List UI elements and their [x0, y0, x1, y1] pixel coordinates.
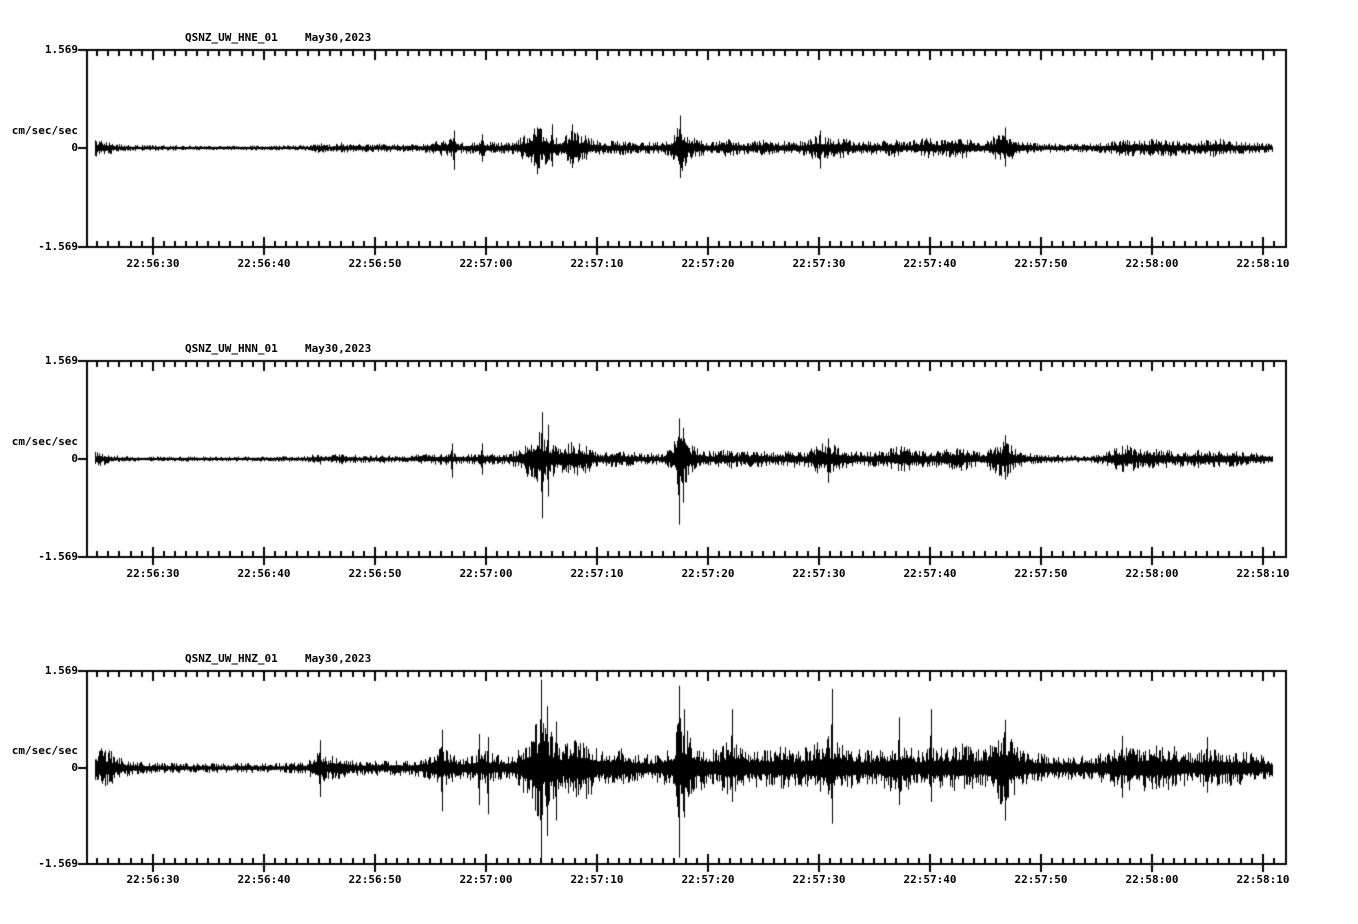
x-tick-label: 22:57:20	[681, 873, 735, 886]
x-tick-label: 22:57:30	[792, 567, 846, 580]
plot-title-station: QSNZ_UW_HNZ_01	[185, 652, 278, 665]
x-tick-label: 22:58:10	[1236, 873, 1290, 886]
x-tick-label: 22:58:00	[1125, 567, 1179, 580]
x-tick-label: 22:57:50	[1014, 567, 1068, 580]
y-axis-units-label: cm/sec/sec	[11, 124, 78, 137]
x-tick-label: 22:58:10	[1236, 567, 1290, 580]
x-tick-label: 22:58:00	[1125, 873, 1179, 886]
plot-title-date: May30,2023	[305, 342, 372, 355]
y-max-label: 1.569	[44, 664, 78, 677]
x-tick-label: 22:58:00	[1125, 257, 1179, 270]
y-zero-label: 0	[71, 452, 78, 465]
x-tick-label: 22:57:10	[570, 567, 624, 580]
x-tick-label: 22:56:40	[237, 257, 291, 270]
x-tick-label: 22:56:50	[348, 873, 402, 886]
plot-title-date: May30,2023	[305, 31, 372, 44]
x-tick-label: 22:57:10	[570, 873, 624, 886]
y-min-label: -1.569	[38, 240, 78, 253]
x-tick-label: 22:58:10	[1236, 257, 1290, 270]
y-zero-label: 0	[71, 141, 78, 154]
y-zero-label: 0	[71, 761, 78, 774]
x-tick-label: 22:56:40	[237, 873, 291, 886]
x-tick-label: 22:56:30	[126, 257, 180, 270]
plot-title-date: May30,2023	[305, 652, 372, 665]
x-tick-label: 22:57:00	[459, 567, 513, 580]
x-tick-label: 22:57:40	[903, 567, 957, 580]
x-tick-label: 22:57:40	[903, 873, 957, 886]
x-tick-label: 22:57:00	[459, 873, 513, 886]
x-tick-label: 22:57:00	[459, 257, 513, 270]
y-min-label: -1.569	[38, 857, 78, 870]
x-tick-label: 22:56:30	[126, 567, 180, 580]
x-tick-label: 22:56:50	[348, 567, 402, 580]
x-tick-label: 22:57:20	[681, 567, 735, 580]
x-tick-label: 22:57:50	[1014, 257, 1068, 270]
x-tick-label: 22:57:40	[903, 257, 957, 270]
x-tick-label: 22:56:30	[126, 873, 180, 886]
plot-title-station: QSNZ_UW_HNE_01	[185, 31, 278, 44]
x-tick-label: 22:57:10	[570, 257, 624, 270]
x-tick-label: 22:56:40	[237, 567, 291, 580]
y-min-label: -1.569	[38, 550, 78, 563]
x-tick-label: 22:57:30	[792, 257, 846, 270]
y-axis-units-label: cm/sec/sec	[11, 435, 78, 448]
y-max-label: 1.569	[44, 354, 78, 367]
y-axis-units-label: cm/sec/sec	[11, 744, 78, 757]
x-tick-label: 22:57:50	[1014, 873, 1068, 886]
x-tick-label: 22:57:20	[681, 257, 735, 270]
x-tick-label: 22:57:30	[792, 873, 846, 886]
y-max-label: 1.569	[44, 43, 78, 56]
x-tick-label: 22:56:50	[348, 257, 402, 270]
plot-title-station: QSNZ_UW_HNN_01	[185, 342, 278, 355]
